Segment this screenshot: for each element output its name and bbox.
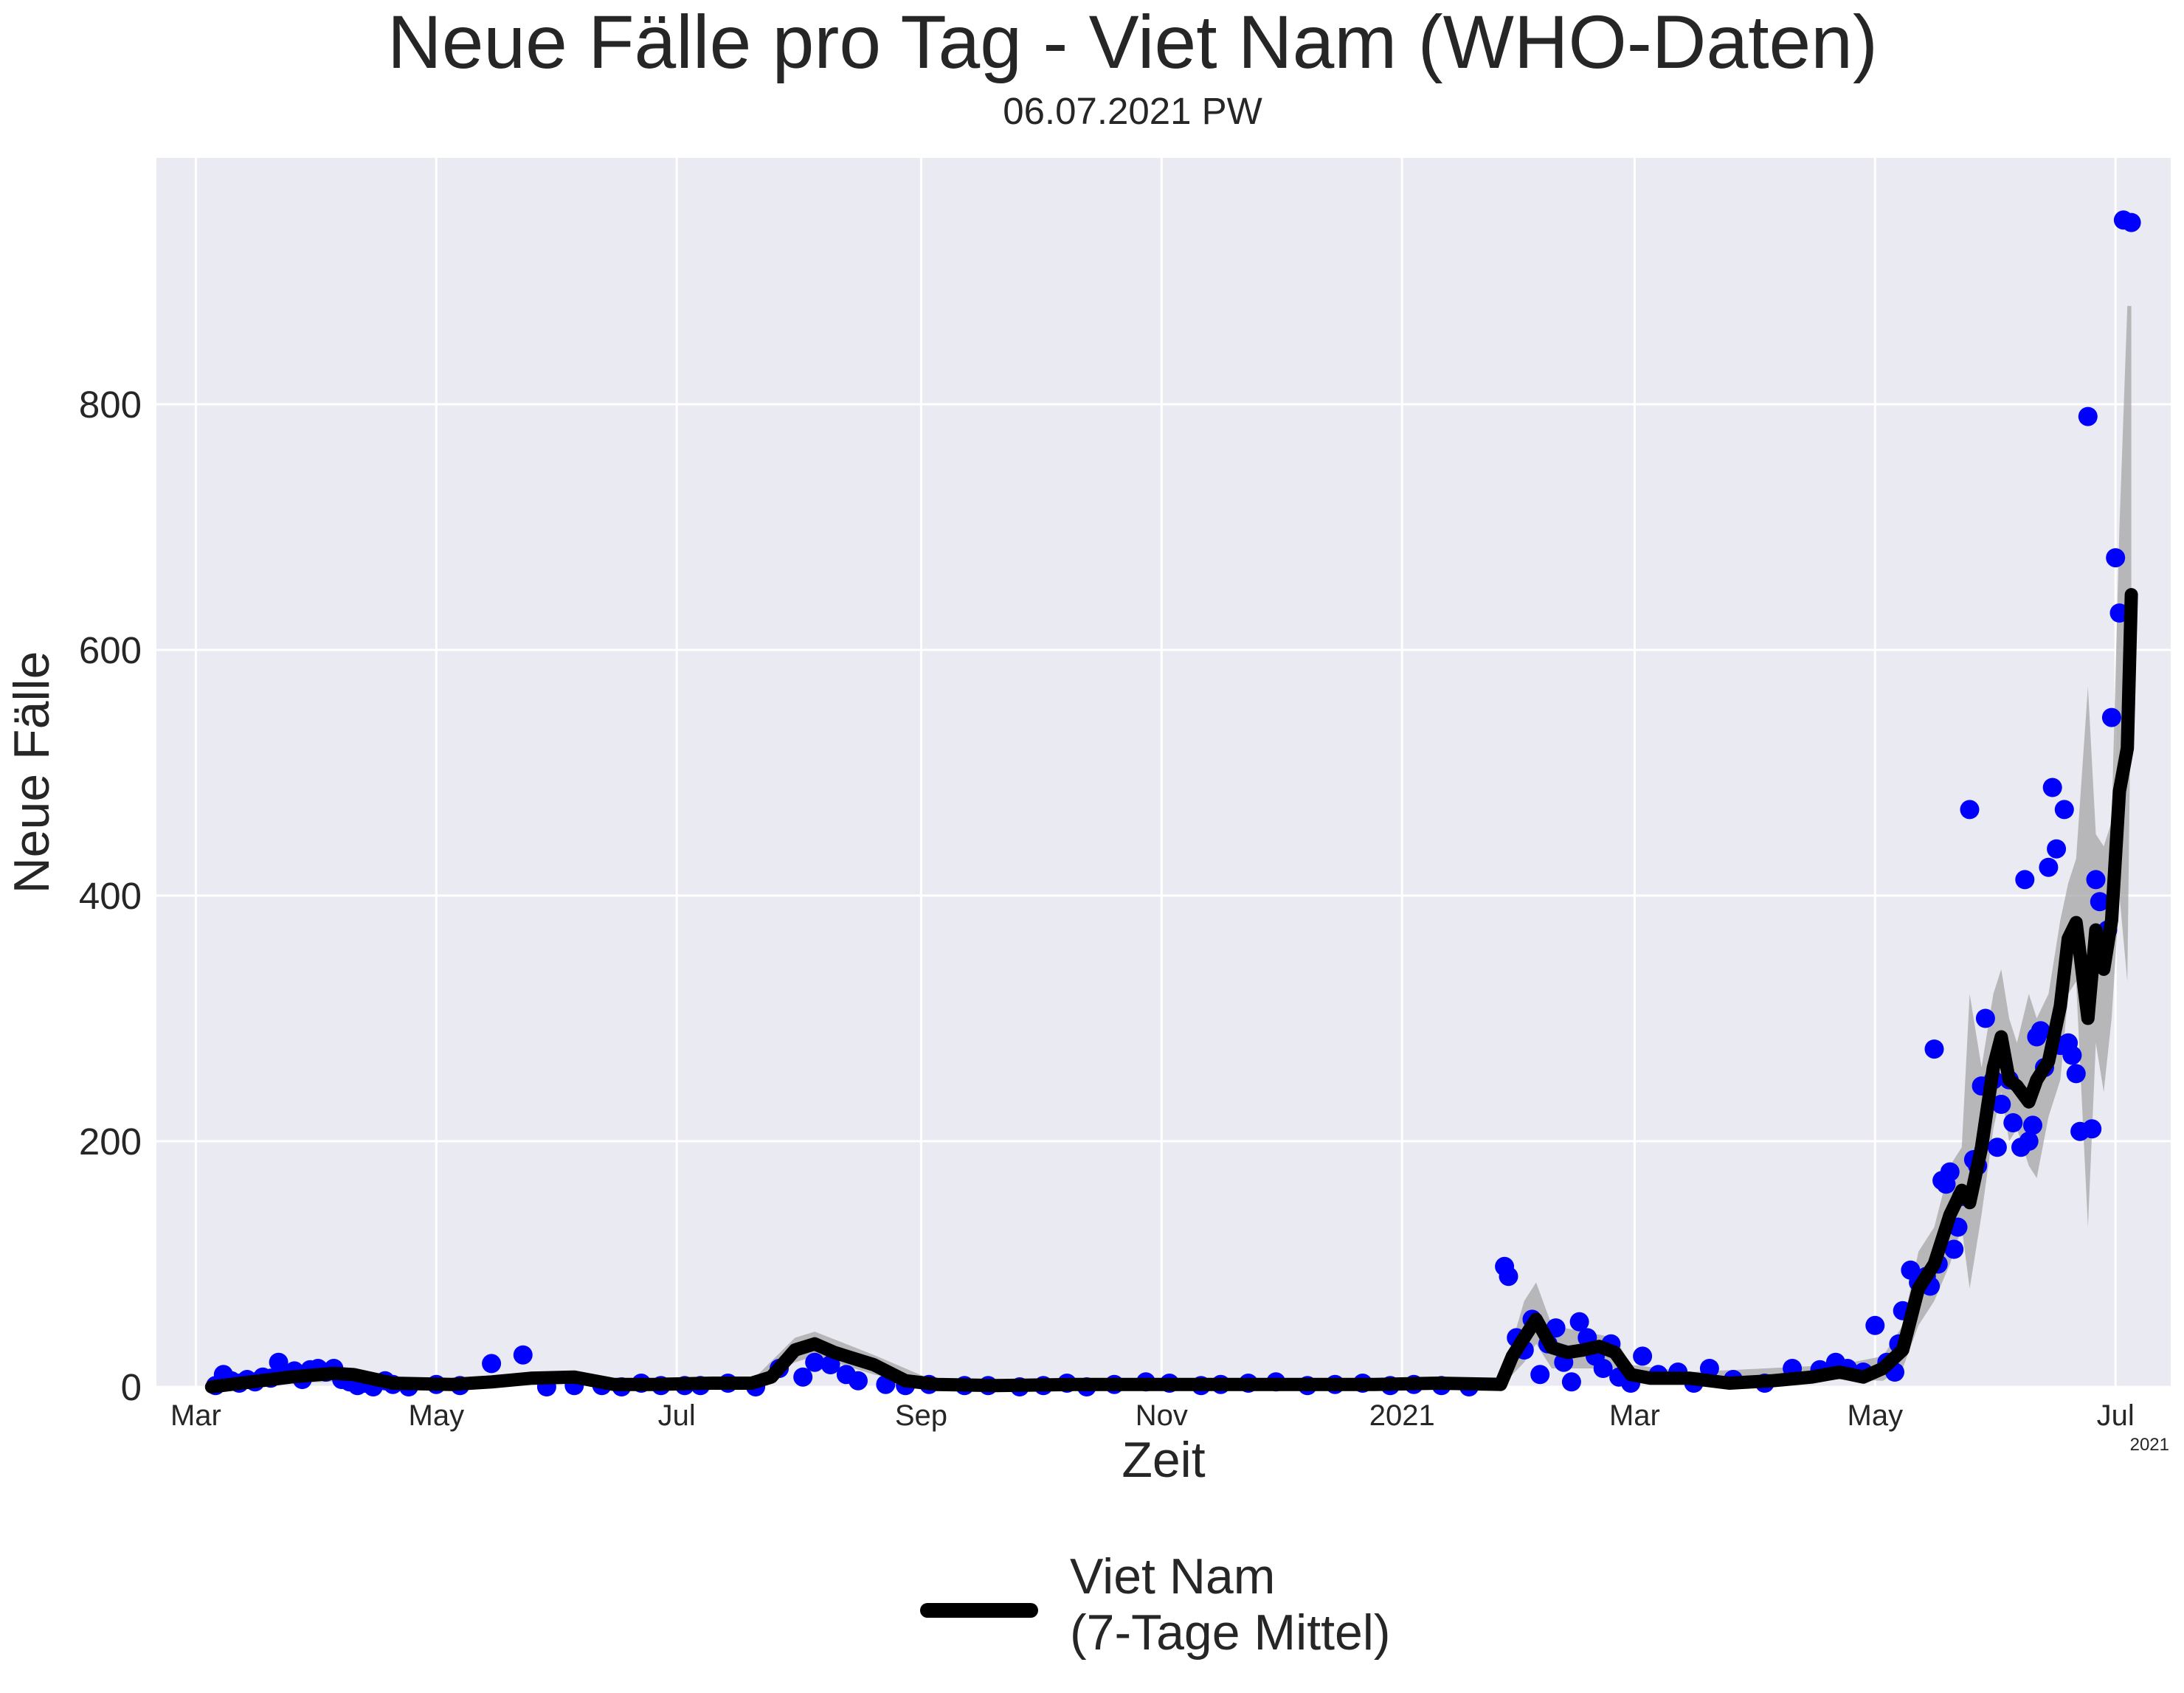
data-point-148 [2121, 212, 2141, 232]
x-tick-label-3: Sep [895, 1399, 947, 1432]
legend-label-line-1: (7-Tage Mittel) [1070, 1604, 1391, 1661]
data-point-27 [513, 1345, 533, 1365]
band-polygon [211, 305, 2132, 1391]
data-point-134 [2054, 800, 2074, 820]
data-point-137 [2066, 1064, 2086, 1084]
data-point-141 [2086, 870, 2106, 890]
x-tick-label-0: Mar [170, 1399, 221, 1432]
data-point-88 [1699, 1359, 1719, 1378]
data-point-125 [2019, 1132, 2039, 1151]
data-point-39 [793, 1367, 813, 1387]
series-line-0 [204, 588, 2138, 1393]
data-point-144 [2101, 707, 2121, 727]
data-point-110 [1944, 1239, 1964, 1259]
data-point-77 [1569, 1312, 1589, 1332]
data-point-124 [2015, 870, 2035, 890]
x-tick-label-6: Mar [1609, 1399, 1660, 1432]
data-point-68 [1499, 1267, 1518, 1287]
data-point-105 [1924, 1039, 1944, 1059]
data-point-128 [2031, 1021, 2050, 1041]
data-point-96 [1865, 1315, 1885, 1335]
data-point-131 [2042, 778, 2062, 797]
x-axis-label: Zeit [1122, 1432, 1205, 1488]
legend: Viet Nam (7-Tage Mittel) [920, 1548, 1391, 1661]
data-point-126 [2023, 1115, 2042, 1135]
data-point-130 [2039, 857, 2059, 877]
data-point-84 [1633, 1346, 1653, 1366]
legend-label-line-0: Viet Nam [1070, 1548, 1275, 1604]
data-point-80 [1593, 1359, 1613, 1378]
x-tick-label-7: May [1848, 1399, 1904, 1432]
y-axis-label: Neue Fälle [4, 651, 60, 894]
y-tick-label-1: 200 [79, 1121, 142, 1163]
x-tick-label-8: Jul [2097, 1399, 2135, 1432]
data-point-120 [1991, 1095, 2011, 1114]
data-point-113 [1960, 800, 1980, 820]
data-point-122 [2003, 1113, 2023, 1132]
data-point-142 [2090, 892, 2109, 912]
plot-area [156, 158, 2171, 1387]
x-tick-label-1: May [409, 1399, 465, 1432]
data-point-132 [2047, 839, 2067, 859]
x-tick-label-5: 2021 [1369, 1399, 1435, 1432]
gridlines [156, 158, 2171, 1388]
data-point-140 [2082, 1119, 2102, 1139]
data-point-72 [1530, 1365, 1550, 1385]
chart-subtitle: 06.07.2021 PW [1003, 90, 1262, 132]
y-axis-ticks: 0 200 400 600 800 [79, 384, 142, 1408]
x-axis-offset-label: 2021 [2130, 1435, 2169, 1455]
data-point-119 [1987, 1138, 2007, 1157]
y-tick-label-0: 0 [121, 1366, 142, 1408]
data-point-109 [1940, 1162, 1960, 1182]
data-point-40 [805, 1352, 825, 1372]
data-point-145 [2106, 548, 2126, 568]
data-point-26 [482, 1354, 502, 1374]
x-tick-label-4: Nov [1136, 1399, 1188, 1432]
legend-entry-label: Viet Nam (7-Tage Mittel) [1070, 1548, 1391, 1661]
y-tick-label-4: 800 [79, 384, 142, 426]
data-point-136 [2062, 1045, 2082, 1065]
data-point-43 [849, 1371, 868, 1391]
data-point-41 [820, 1355, 840, 1374]
data-point-76 [1561, 1372, 1581, 1392]
x-tick-label-2: Jul [658, 1399, 696, 1432]
y-tick-label-2: 400 [79, 875, 142, 917]
data-point-117 [1975, 1008, 1995, 1028]
x-axis-ticks: Mar May Jul Sep Nov 2021 Mar May Jul [170, 1399, 2135, 1432]
rolling-mean-line [204, 588, 2138, 1393]
confidence-band [211, 305, 2132, 1391]
data-point-139 [2078, 406, 2098, 426]
chart-title: Neue Fälle pro Tag - Viet Nam (WHO-Daten… [387, 0, 1878, 84]
y-tick-label-3: 600 [79, 629, 142, 671]
